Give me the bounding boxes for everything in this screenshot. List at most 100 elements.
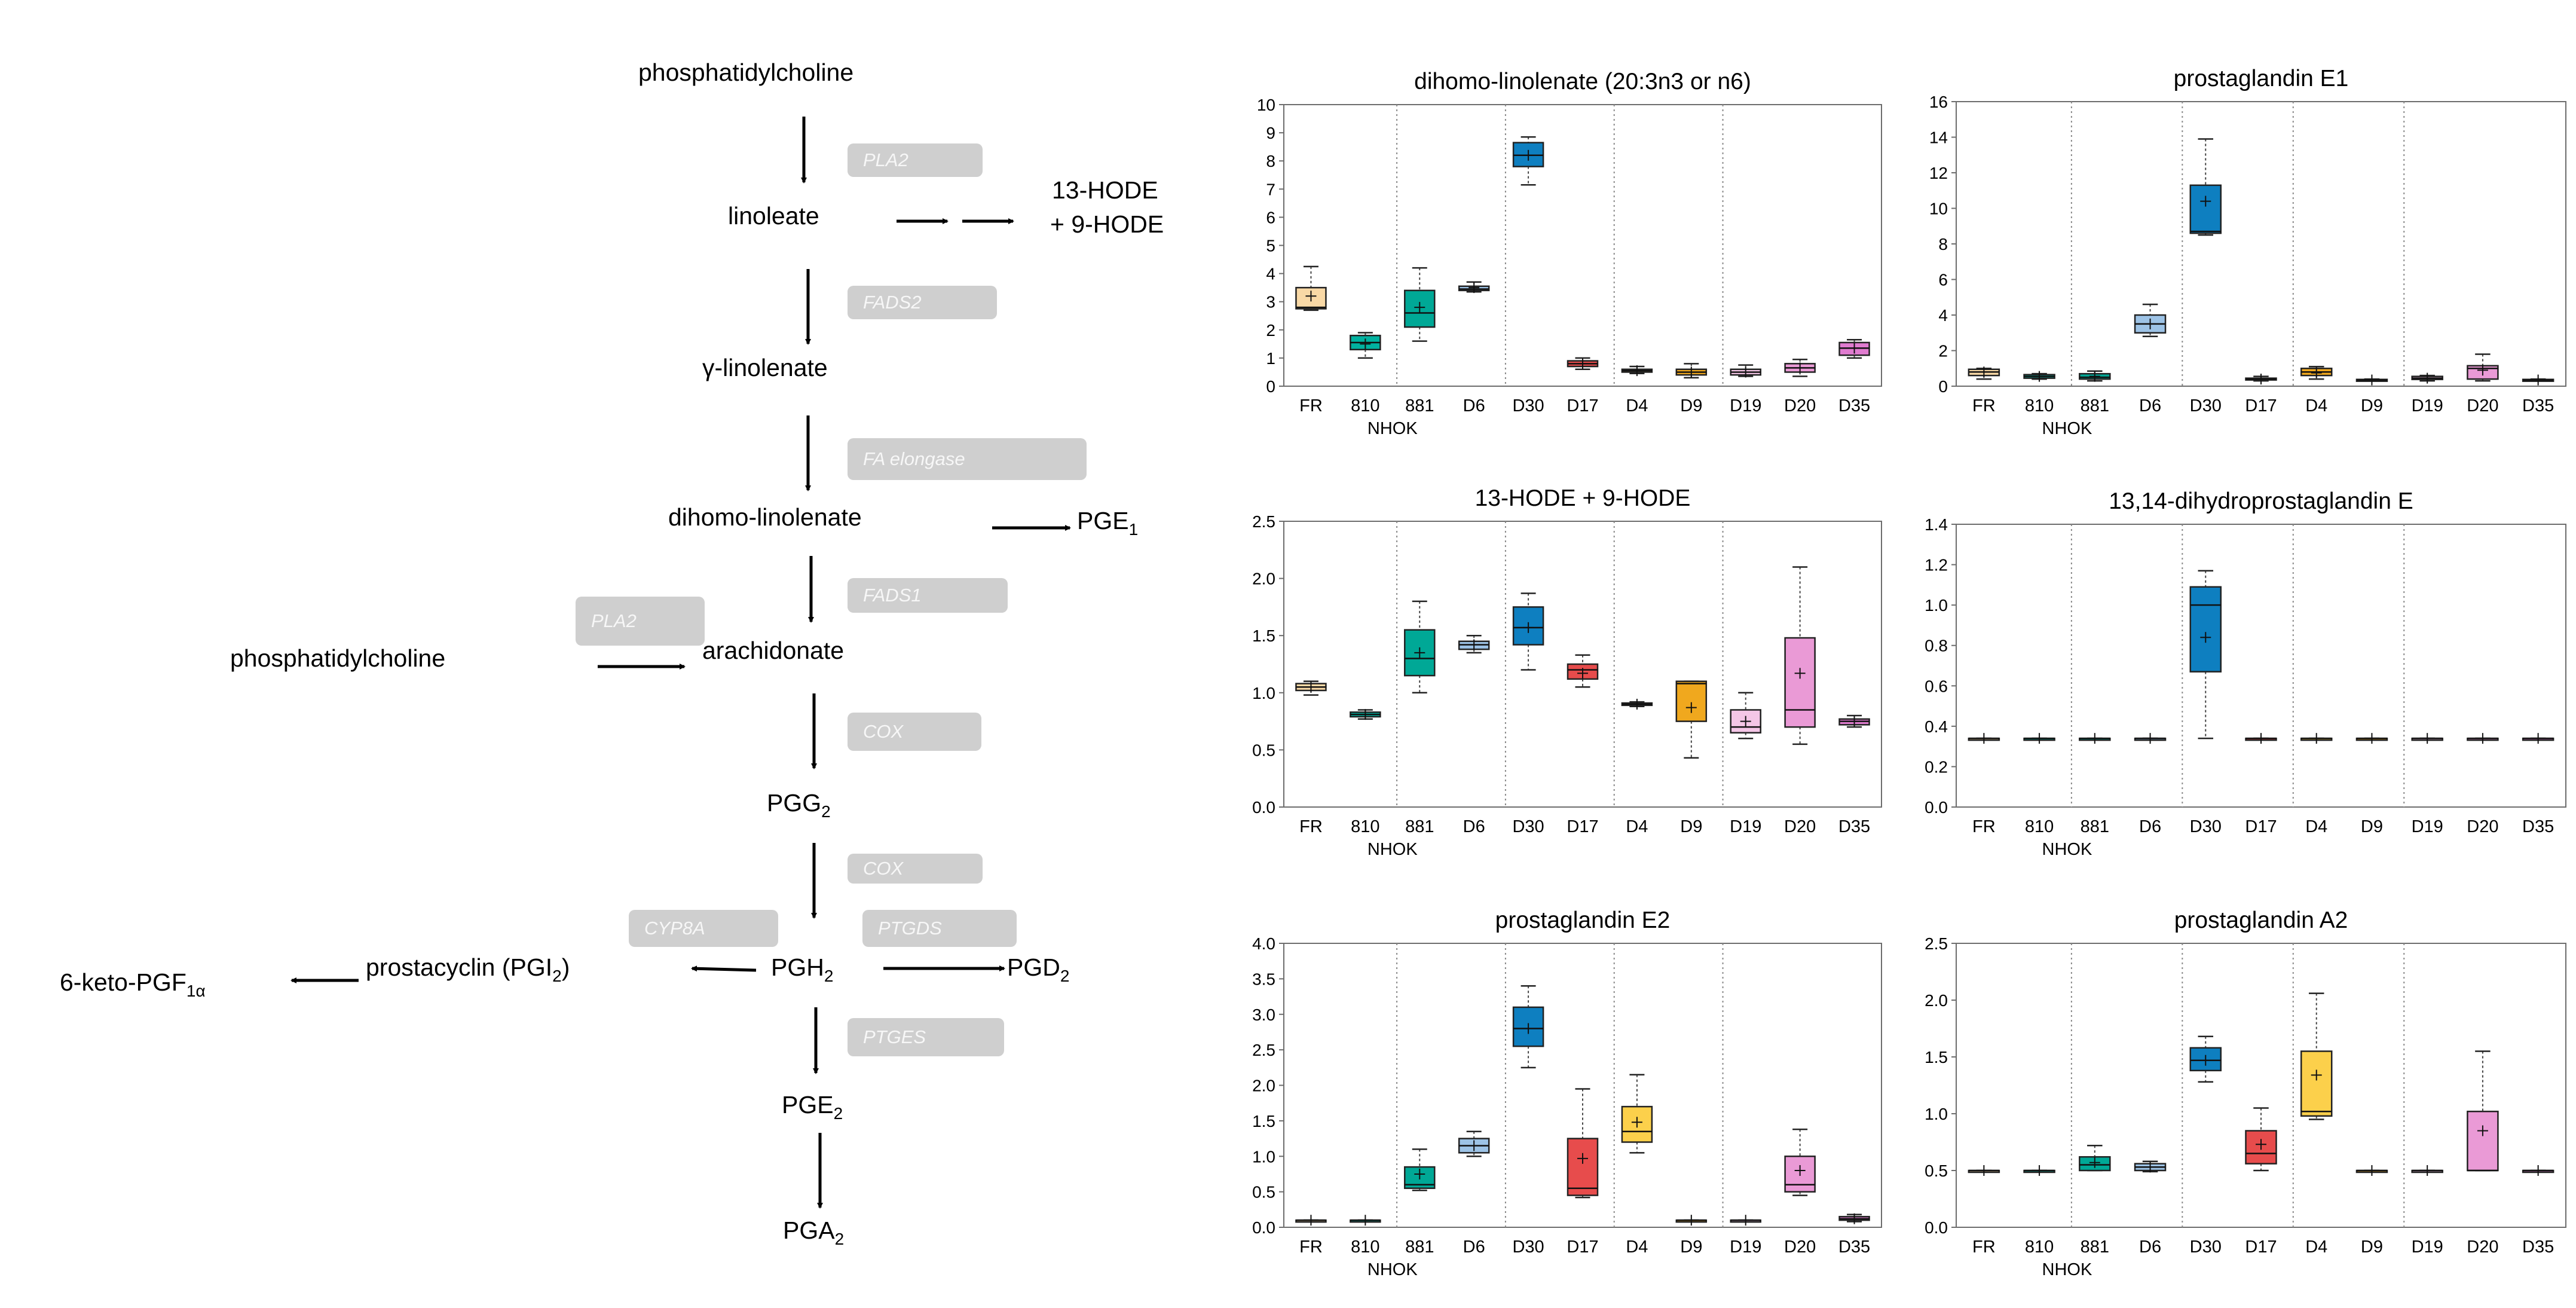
x-tick-label-FR: FR bbox=[1299, 396, 1323, 415]
node-phosphatidylcholine-top: phosphatidylcholine bbox=[638, 59, 854, 86]
y-tick-label: 1.5 bbox=[1925, 1048, 1948, 1066]
x-tick-label-D4: D4 bbox=[2305, 1237, 2327, 1257]
box-881 bbox=[1404, 267, 1436, 342]
box-D6 bbox=[1458, 281, 1490, 294]
box-810 bbox=[2023, 371, 2055, 382]
y-tick-label: 0.8 bbox=[1925, 637, 1948, 655]
box-D6 bbox=[2134, 1160, 2167, 1173]
box-iqr bbox=[1730, 709, 1761, 734]
node-arachidonate: arachidonate bbox=[702, 637, 845, 664]
y-tick-label: 14 bbox=[1929, 129, 1948, 147]
y-tick-label: 0.0 bbox=[1252, 798, 1275, 817]
box-D35 bbox=[1838, 714, 1870, 728]
box-D9 bbox=[1675, 363, 1708, 379]
node-pgg2: PGG2 bbox=[767, 789, 831, 821]
y-tick-label: 0.0 bbox=[1925, 798, 1948, 817]
enzyme-ptgds: PTGDS bbox=[862, 910, 1017, 947]
y-tick-label: 1.0 bbox=[1925, 1105, 1948, 1123]
x-tick-label-D9: D9 bbox=[2361, 396, 2383, 415]
x-group-label-nhok: NHOK bbox=[1367, 419, 1418, 438]
box-FR bbox=[1295, 265, 1327, 311]
x-tick-label-D35: D35 bbox=[2522, 817, 2554, 836]
box-iqr bbox=[2189, 586, 2222, 673]
y-tick-label: 0.0 bbox=[1252, 1218, 1275, 1237]
box-iqr bbox=[1675, 680, 1708, 722]
node-pgh2: PGH2 bbox=[771, 954, 834, 985]
enzyme-fads2: FADS2 bbox=[848, 286, 997, 319]
x-tick-label-D20: D20 bbox=[2467, 817, 2498, 836]
x-tick-label-D19: D19 bbox=[2412, 396, 2443, 415]
y-tick-label: 2.5 bbox=[1252, 1041, 1275, 1059]
node-6-keto-pgf1a: 6-keto-PGF1α bbox=[60, 968, 206, 1000]
y-tick-label: 7 bbox=[1266, 180, 1275, 198]
y-tick-label: 0.2 bbox=[1925, 757, 1948, 776]
y-tick-label: 6 bbox=[1938, 271, 1948, 289]
box-D17 bbox=[1567, 1088, 1599, 1199]
chart-title: prostaglandin E2 bbox=[1495, 907, 1671, 933]
y-tick-label: 8 bbox=[1266, 152, 1275, 170]
x-tick-label-D9: D9 bbox=[2361, 1237, 2383, 1257]
box-D6 bbox=[2134, 303, 2167, 337]
box-D35 bbox=[1838, 1213, 1870, 1224]
enzyme-fads1: FADS1 bbox=[848, 578, 1008, 613]
x-tick-label-D17: D17 bbox=[2245, 396, 2277, 415]
y-tick-label: 2 bbox=[1266, 321, 1275, 340]
y-tick-label: 2.0 bbox=[1925, 991, 1948, 1010]
box-810 bbox=[1350, 709, 1381, 720]
chart-title: prostaglandin A2 bbox=[2174, 907, 2348, 933]
node-pge2: PGE2 bbox=[782, 1091, 843, 1123]
box-881 bbox=[2079, 370, 2111, 382]
enzyme-pla2-top: PLA2 bbox=[848, 143, 983, 177]
node-prostacyclin: prostacyclin (PGI2) bbox=[366, 954, 570, 985]
y-tick-label: 1.5 bbox=[1252, 1112, 1275, 1130]
x-tick-label-D17: D17 bbox=[1567, 817, 1598, 836]
box-D6 bbox=[1458, 1130, 1490, 1157]
box-881 bbox=[2079, 733, 2111, 744]
box-D20 bbox=[1784, 566, 1816, 745]
box-D30 bbox=[1512, 136, 1544, 186]
box-D30 bbox=[2189, 138, 2222, 236]
y-tick-label: 2 bbox=[1938, 342, 1948, 360]
y-tick-label: 12 bbox=[1929, 164, 1948, 182]
y-tick-label: 0.5 bbox=[1252, 1183, 1275, 1202]
arrow-pgh2-prostacyclin bbox=[691, 965, 757, 972]
y-tick-label: 0.4 bbox=[1925, 717, 1948, 736]
box-D20 bbox=[2467, 733, 2499, 744]
node-pga2: PGA2 bbox=[783, 1217, 845, 1248]
x-tick-label-D30: D30 bbox=[1512, 396, 1544, 415]
box-D4 bbox=[2300, 733, 2333, 744]
x-tick-label-FR: FR bbox=[1972, 817, 1996, 836]
box-D17 bbox=[1567, 357, 1599, 370]
box-D4 bbox=[1621, 365, 1653, 377]
box-D35 bbox=[1838, 339, 1870, 359]
y-tick-label: 5 bbox=[1266, 237, 1275, 255]
box-iqr bbox=[2189, 184, 2222, 234]
x-tick-label-D6: D6 bbox=[2139, 1237, 2161, 1257]
box-D19 bbox=[2411, 372, 2443, 384]
x-tick-label-D9: D9 bbox=[1680, 396, 1702, 415]
x-tick-label-D20: D20 bbox=[1784, 817, 1816, 836]
x-tick-label-881: 881 bbox=[1405, 1237, 1434, 1257]
x-tick-label-FR: FR bbox=[1972, 1237, 1996, 1257]
x-tick-label-D35: D35 bbox=[1838, 817, 1870, 836]
box-iqr bbox=[1784, 1156, 1816, 1193]
box-D17 bbox=[2245, 374, 2277, 385]
box-D19 bbox=[1730, 692, 1761, 739]
y-tick-label: 0.5 bbox=[1252, 741, 1275, 759]
chart-6: prostaglandin A2 0.0 0.5 1.0 1.5 2.0 2.5 FR 810 8… bbox=[1925, 907, 2566, 1279]
y-tick-label: 1.0 bbox=[1925, 596, 1948, 615]
x-tick-label-810: 810 bbox=[2025, 1237, 2054, 1257]
y-tick-label: 16 bbox=[1929, 93, 1948, 111]
enzyme-fa-elongase: FA elongase bbox=[848, 438, 1087, 480]
x-tick-label-D30: D30 bbox=[1512, 817, 1544, 836]
x-tick-label-D6: D6 bbox=[2139, 396, 2161, 415]
x-tick-label-810: 810 bbox=[1351, 396, 1379, 415]
y-tick-label: 3 bbox=[1266, 293, 1275, 311]
box-FR bbox=[1968, 1165, 2000, 1176]
x-tick-label-D30: D30 bbox=[2190, 817, 2222, 836]
box-D17 bbox=[1567, 654, 1599, 688]
y-tick-label: 1 bbox=[1266, 349, 1275, 368]
